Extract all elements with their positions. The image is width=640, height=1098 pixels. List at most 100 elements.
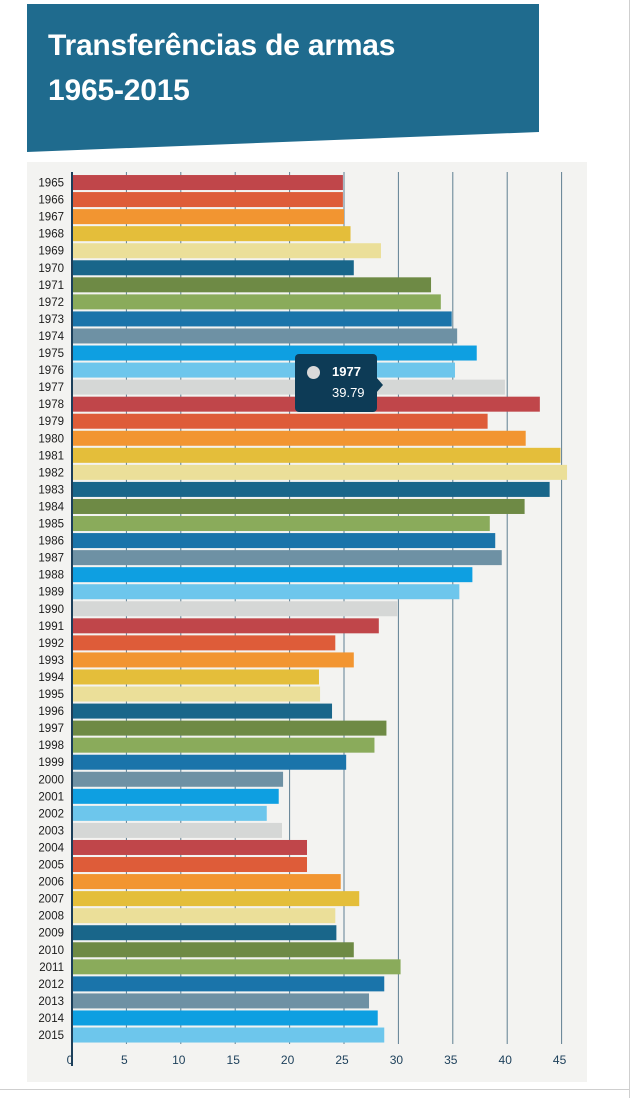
y-tick-label-1983: 1983: [38, 484, 64, 496]
y-tick-label-1998: 1998: [38, 740, 64, 752]
y-tick-label-1992: 1992: [38, 638, 64, 650]
y-tick-label-1997: 1997: [38, 723, 64, 735]
y-tick-label-1996: 1996: [38, 706, 64, 718]
y-tick-label-2013: 2013: [38, 996, 64, 1008]
x-tick-label-5: 5: [121, 1053, 128, 1067]
chart-title-line-1: Transferências de armas: [48, 29, 396, 62]
bar-1988: [72, 567, 473, 583]
title-banner-shape: [27, 4, 539, 152]
y-tick-label-1974: 1974: [38, 331, 64, 343]
bar-1994: [72, 669, 319, 685]
y-tick-label-2003: 2003: [38, 825, 64, 837]
y-tick-label-1969: 1969: [38, 246, 64, 258]
page-bottom-border: [0, 1089, 630, 1090]
bar-1981: [72, 447, 561, 463]
bar-1970: [72, 260, 354, 276]
x-tick-label-0: 0: [67, 1053, 74, 1067]
y-tick-label-1976: 1976: [38, 365, 64, 377]
bar-2000: [72, 771, 284, 787]
tooltip-year: 1977: [332, 364, 361, 379]
bar-1966: [72, 192, 343, 208]
y-tick-label-1970: 1970: [38, 263, 64, 275]
bar-1982: [72, 464, 568, 480]
y-tick-label-1980: 1980: [38, 433, 64, 445]
y-tick-label-1972: 1972: [38, 297, 64, 309]
y-tick-label-1966: 1966: [38, 195, 64, 207]
y-tick-label-2010: 2010: [38, 945, 64, 957]
chart-panel: 1965 1966 1967 1968 1969 1970 1971 1972 1973 1974…: [27, 162, 587, 1082]
y-tick-label-1965: 1965: [38, 178, 64, 190]
bar-1971: [72, 277, 432, 293]
y-tick-label-1999: 1999: [38, 757, 64, 769]
bar-1986: [72, 533, 496, 549]
bar-1973: [72, 311, 452, 327]
bar-1974: [72, 328, 458, 344]
y-tick-label-1991: 1991: [38, 621, 64, 633]
y-tick-label-2004: 2004: [38, 842, 64, 854]
y-tick-label-1971: 1971: [38, 280, 64, 292]
y-tick-label-2008: 2008: [38, 911, 64, 923]
x-tick-label-35: 35: [444, 1053, 458, 1067]
bar-1979: [72, 413, 488, 429]
y-tick-label-1978: 1978: [38, 399, 64, 411]
bar-1967: [72, 209, 344, 225]
bar-2008: [72, 908, 336, 924]
y-tick-label-1975: 1975: [38, 348, 64, 360]
page-right-border: [629, 0, 630, 1098]
bar-1983: [72, 481, 550, 497]
y-tick-label-1984: 1984: [38, 501, 64, 513]
y-tick-label-1990: 1990: [38, 604, 64, 616]
bar-1968: [72, 226, 351, 242]
y-tick-label-1979: 1979: [38, 416, 64, 428]
y-tick-label-1988: 1988: [38, 570, 64, 582]
title-banner: [27, 4, 539, 152]
bar-1997: [72, 720, 387, 736]
bar-1976: [72, 362, 455, 378]
bar-1991: [72, 618, 379, 634]
y-tick-label-2002: 2002: [38, 808, 64, 820]
y-tick-label-1995: 1995: [38, 689, 64, 701]
bar-1984: [72, 498, 525, 514]
bar-2009: [72, 925, 337, 941]
bar-2013: [72, 993, 370, 1009]
x-tick-label-15: 15: [227, 1053, 241, 1067]
tooltip: 1977 39.79: [295, 354, 377, 412]
bar-1985: [72, 516, 490, 532]
bar-1992: [72, 635, 336, 651]
y-tick-label-2001: 2001: [38, 791, 64, 803]
y-tick-label-1982: 1982: [38, 467, 64, 479]
y-tick-label-2014: 2014: [38, 1013, 64, 1025]
bar-1996: [72, 703, 333, 719]
y-tick-label-1973: 1973: [38, 314, 64, 326]
bar-1972: [72, 294, 441, 310]
bar-2010: [72, 942, 354, 958]
x-tick-label-45: 45: [553, 1053, 567, 1067]
bar-2014: [72, 1010, 378, 1026]
chart-title-line-2: 1965-2015: [48, 74, 190, 107]
y-tick-label-1989: 1989: [38, 587, 64, 599]
y-tick-label-1986: 1986: [38, 536, 64, 548]
y-tick-label-1985: 1985: [38, 519, 64, 531]
y-tick-label-1987: 1987: [38, 553, 64, 565]
bar-2002: [72, 805, 267, 821]
bar-2006: [72, 874, 341, 890]
bar-1980: [72, 430, 526, 446]
bar-2001: [72, 788, 279, 804]
bar-1999: [72, 754, 347, 770]
y-tick-label-2009: 2009: [38, 928, 64, 940]
x-tick-label-40: 40: [499, 1053, 513, 1067]
bar-1975: [72, 345, 477, 361]
y-tick-label-2011: 2011: [39, 962, 64, 974]
bar-2011: [72, 959, 401, 975]
bar-chart: 1965 1966 1967 1968 1969 1970 1971 1972 1973 1974…: [38, 172, 568, 1067]
x-tick-label-20: 20: [281, 1053, 295, 1067]
y-tick-label-1994: 1994: [38, 672, 64, 684]
bar-1977: [72, 379, 505, 395]
y-tick-label-1981: 1981: [38, 450, 64, 462]
y-tick-label-1993: 1993: [38, 655, 64, 667]
y-tick-label-1968: 1968: [38, 229, 64, 241]
tooltip-pointer: [376, 377, 383, 393]
y-tick-label-2012: 2012: [38, 979, 64, 991]
tooltip-series-dot: [307, 366, 320, 379]
bar-1969: [72, 243, 381, 259]
